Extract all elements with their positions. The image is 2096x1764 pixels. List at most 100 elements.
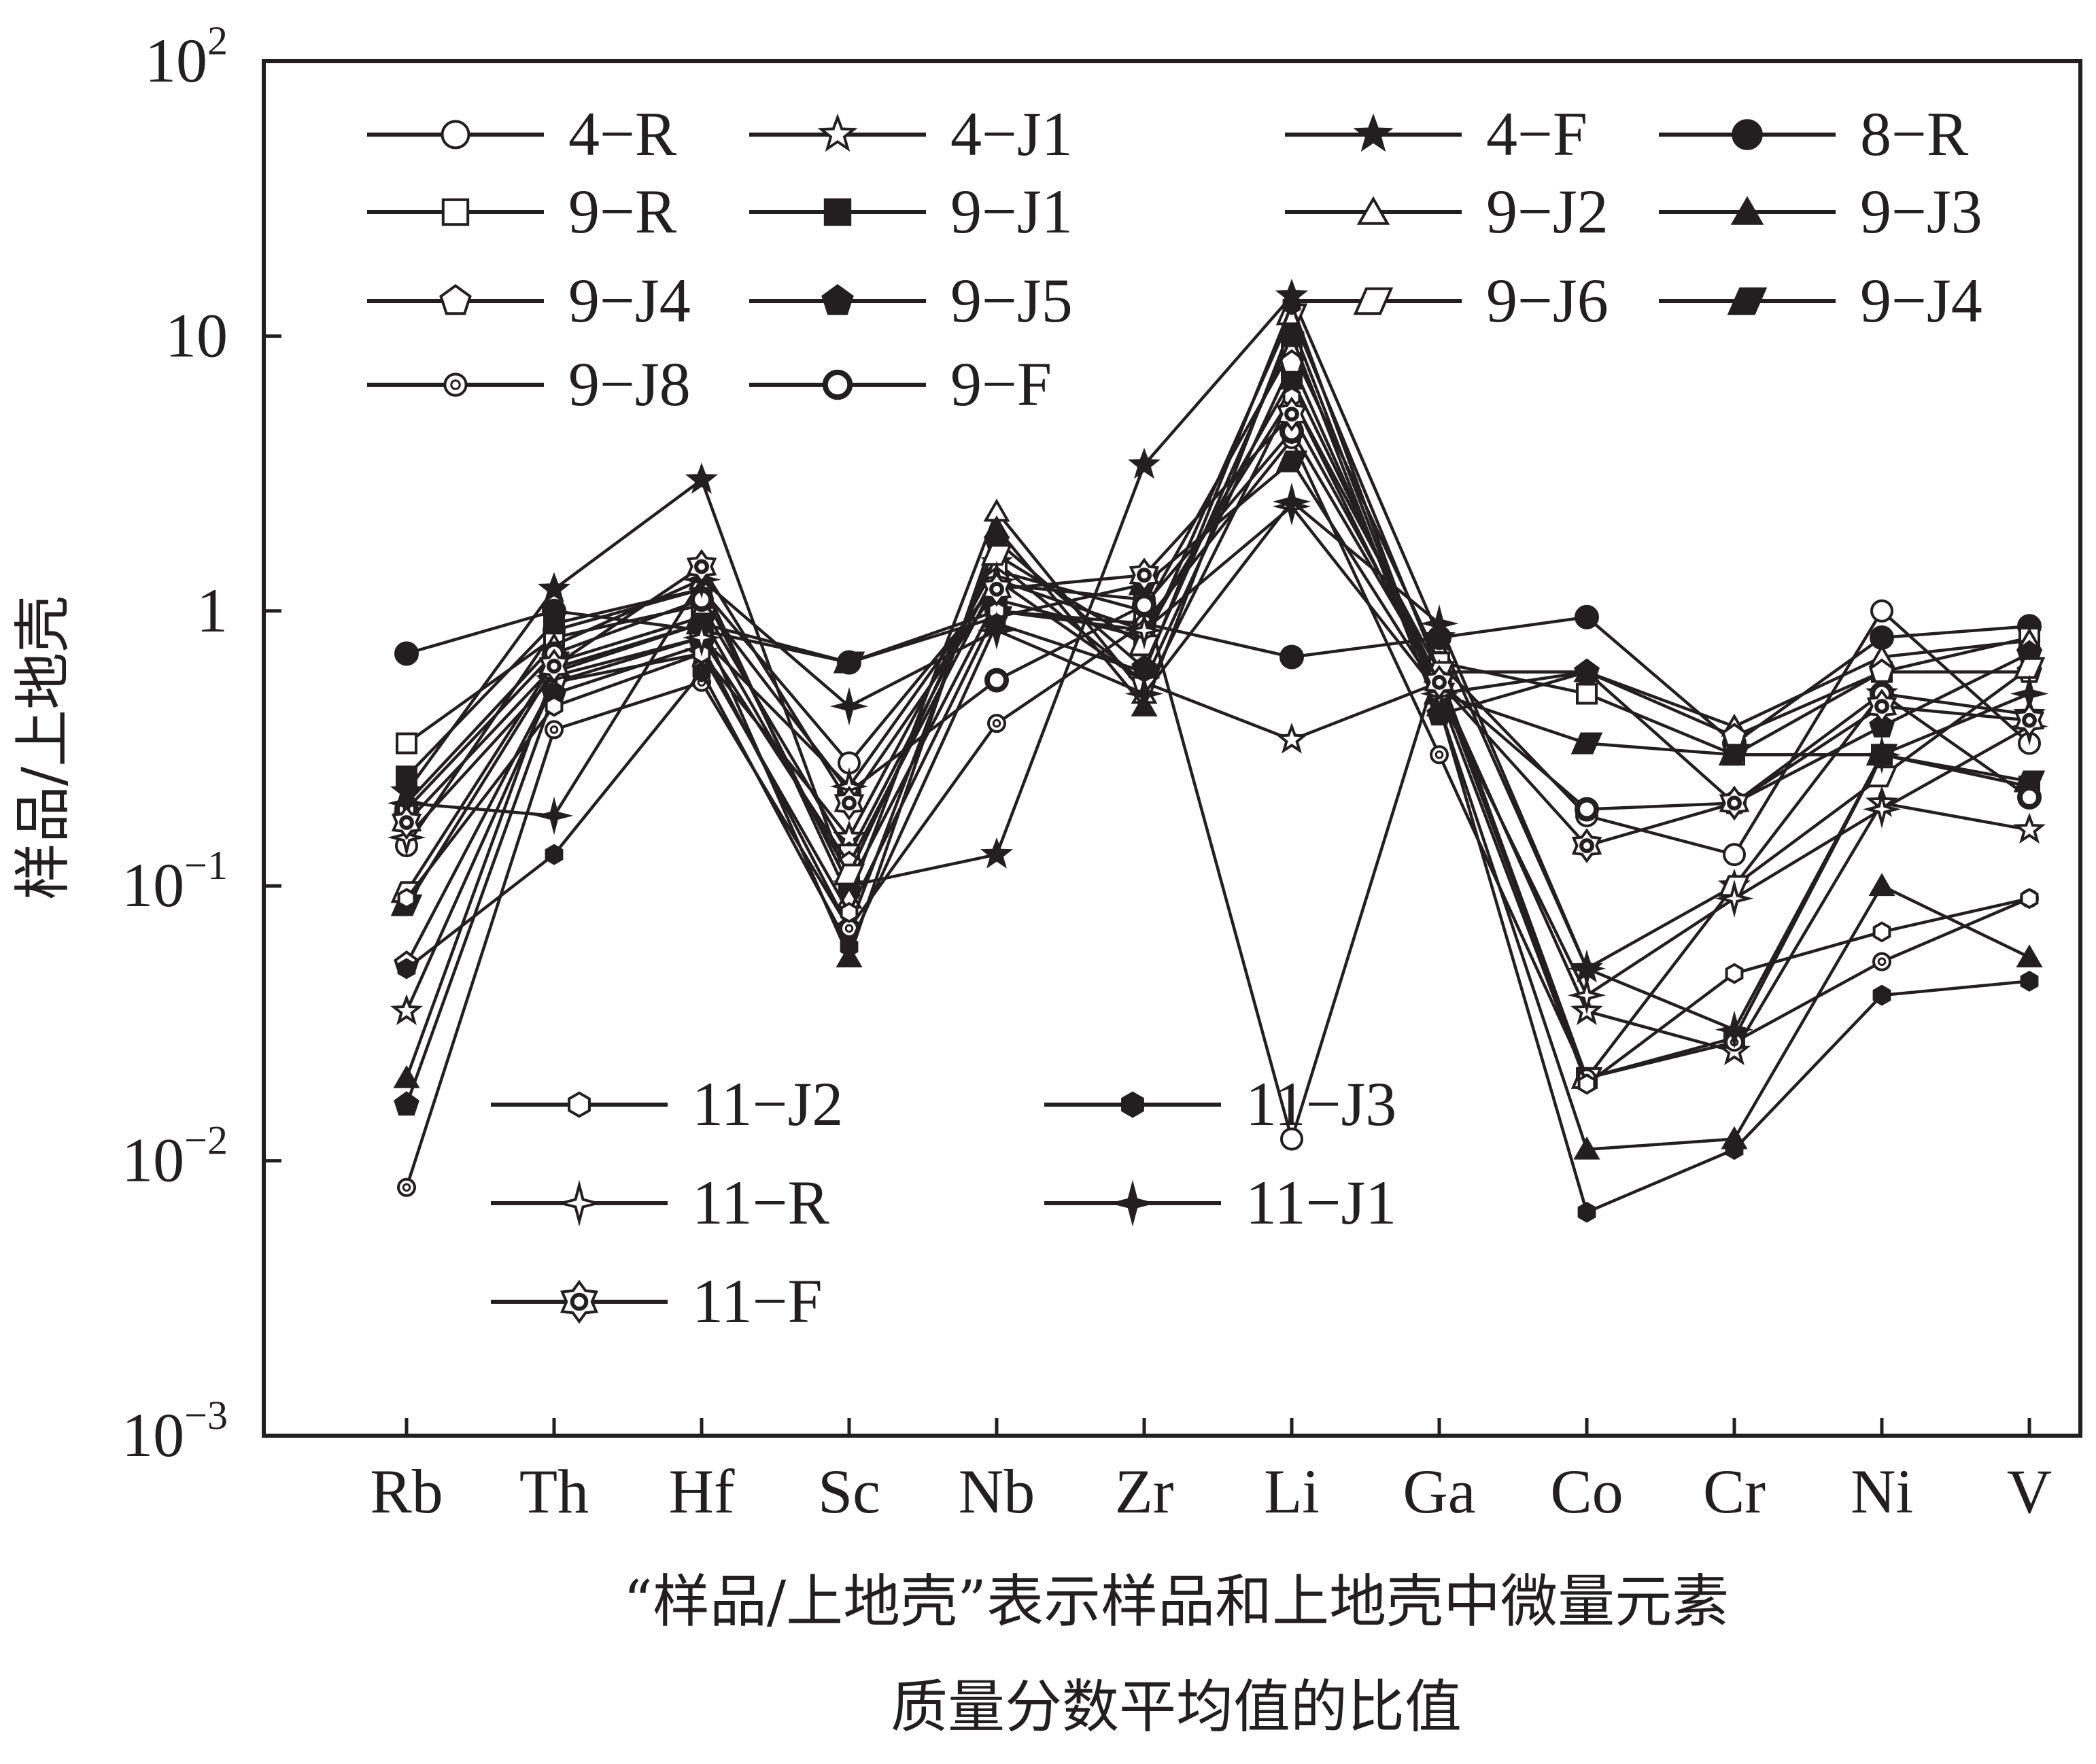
legend-entry: 4−J1 [749, 99, 1073, 169]
data-point-shape [1275, 723, 1308, 754]
series-group [393, 384, 2043, 909]
legend-marker-shape [1730, 196, 1764, 225]
legend-label: 11−J3 [1245, 1069, 1396, 1139]
data-point-shape [1715, 879, 1754, 918]
y-tick-label-exponent: −2 [184, 1118, 228, 1163]
data-point [1573, 1136, 1600, 1160]
data-point-shape [1280, 1127, 1303, 1151]
y-tick-label-base: 10 [122, 1126, 184, 1195]
data-point [1575, 797, 1599, 822]
data-point-shape [1575, 604, 1599, 629]
data-point-inner [989, 581, 1004, 597]
data-point-shape [685, 462, 718, 494]
data-point-shape [2020, 888, 2039, 910]
y-tick-label-base: 10 [122, 850, 184, 920]
legend-marker-inner [450, 379, 461, 390]
series-line [405, 395, 2030, 900]
data-point-inner [1877, 957, 1887, 967]
data-point [682, 618, 721, 657]
x-tick-label: Nb [959, 1457, 1035, 1526]
data-point [1567, 975, 1607, 1015]
data-point [2020, 888, 2039, 910]
legend-label: 11−J1 [1245, 1168, 1396, 1237]
data-point [2017, 784, 2042, 810]
legend-label: 9−J4 [1860, 266, 1982, 335]
legend-entry: 9−R [367, 177, 677, 246]
data-point-inner [694, 559, 709, 574]
y-tick-label: 102 [145, 18, 228, 95]
y-tick-label-base: 10 [165, 300, 228, 370]
legend-marker [822, 369, 853, 400]
data-point [834, 785, 865, 821]
legend-marker-shape [1109, 1179, 1156, 1227]
legend-entry: 11−J2 [491, 1069, 843, 1139]
data-point [981, 572, 1012, 607]
series-layer [387, 279, 2049, 1223]
legend-label: 8−R [1860, 99, 1969, 169]
data-point-shape [1866, 765, 1898, 788]
data-point [840, 936, 859, 958]
data-point-inner [549, 725, 559, 734]
legend-marker-shape [823, 198, 852, 226]
data-point [1276, 396, 1307, 432]
legend-marker-shape [817, 113, 858, 152]
legend-label: 4−J1 [950, 99, 1073, 169]
data-point [1575, 604, 1599, 629]
x-axis-caption-line-2: 质量分数平均值的比值 [891, 1674, 1462, 1740]
legend-marker-shape [441, 198, 470, 226]
data-point-shape [397, 1177, 416, 1197]
data-point-shape [1872, 984, 1891, 1006]
data-point-shape [1567, 949, 1607, 988]
legend-marker [1109, 1179, 1156, 1227]
series-group [393, 311, 2043, 1160]
data-point-shape [1282, 294, 1301, 315]
series-line [405, 334, 2030, 1105]
legend-marker-shape [822, 369, 853, 400]
legend: 4−R 4−J1 4−F 8−R 9−R 9−J1 9−J2 9−J3 9−J4 9−J5 9−J6… [367, 99, 1982, 1336]
data-point [1124, 674, 1164, 713]
series-line [405, 583, 2031, 1141]
legend-marker-shape [441, 120, 470, 150]
legend-entry: 9−F [749, 349, 1052, 419]
data-point [538, 648, 570, 684]
y-tick-label-base: 1 [196, 576, 228, 645]
data-point [1282, 294, 1301, 315]
data-point [397, 958, 416, 980]
legend-marker [441, 120, 470, 150]
data-point-shape [1576, 682, 1598, 705]
plot-frame [262, 59, 2082, 1438]
data-point-shape [1715, 1010, 1754, 1050]
y-tick-label-exponent: 2 [207, 18, 228, 63]
data-point-shape [545, 844, 564, 865]
legend-label: 4−F [1486, 99, 1587, 169]
legend-label: 9−J6 [1486, 266, 1609, 335]
data-point-shape [1128, 447, 1161, 479]
legend-marker [568, 1091, 591, 1118]
data-point [2020, 970, 2039, 992]
legend-marker [1121, 1091, 1144, 1118]
legend-marker [441, 198, 470, 226]
data-point [1862, 735, 1902, 774]
legend-marker-shape [1353, 287, 1394, 315]
series-line [405, 412, 2030, 848]
series-group [394, 349, 2042, 975]
data-point [396, 732, 417, 755]
data-point-shape [840, 901, 859, 923]
data-point [1124, 610, 1164, 650]
data-point-shape [2017, 784, 2042, 810]
data-point [397, 888, 416, 910]
data-point-shape [692, 661, 711, 683]
data-point-shape [1279, 644, 1304, 670]
data-point [1870, 599, 1893, 623]
x-tick-label: Hf [668, 1457, 734, 1526]
data-point-shape [1725, 1139, 1744, 1160]
data-point [987, 714, 1006, 733]
data-point [1715, 1010, 1754, 1050]
series-line [405, 294, 2030, 971]
legend-marker-shape [568, 1091, 591, 1118]
data-point-shape [1577, 1073, 1596, 1095]
legend-marker [560, 1279, 599, 1324]
data-point [1868, 873, 1895, 897]
data-point-shape [1868, 873, 1895, 897]
